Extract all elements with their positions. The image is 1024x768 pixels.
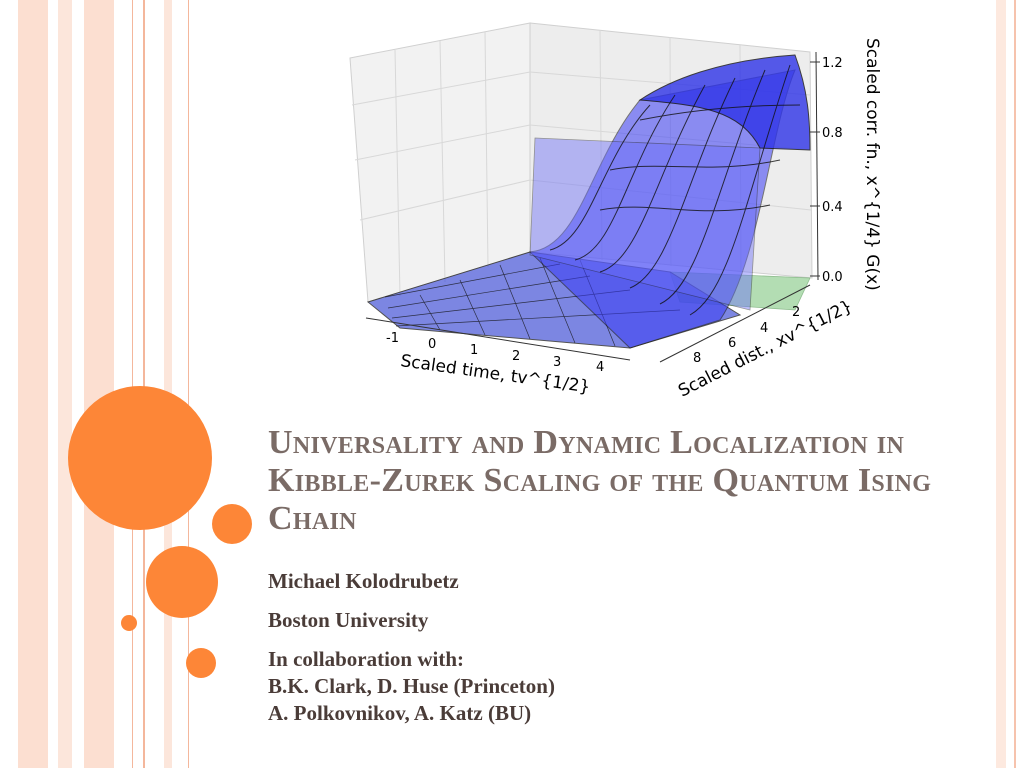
x-axis-label: Scaled time, tv^{1/2} <box>399 351 591 397</box>
z-axis <box>810 51 820 281</box>
collaborators-line-1: B.K. Clark, D. Huse (Princeton) <box>268 674 555 698</box>
small-orange-circle <box>212 504 252 544</box>
x-tick-label: 4 <box>596 360 604 375</box>
x-axis-line <box>365 317 631 361</box>
x-tick-label: 3 <box>553 355 561 370</box>
medium-orange-circle <box>146 546 218 618</box>
z-tick-label: 0.4 <box>822 200 843 215</box>
wall-mesh-lines <box>549 64 801 316</box>
x-tick-label: -1 <box>386 331 399 346</box>
author-affiliation: Boston University <box>268 608 429 632</box>
tiny-orange-circle <box>121 615 137 631</box>
collaborators-line-2: A. Polkovnikov, A. Katz (BU) <box>268 701 532 725</box>
surface-plateau <box>638 54 811 151</box>
x-tick-label: 0 <box>428 337 436 352</box>
large-orange-circle <box>68 386 212 530</box>
y-tick-label: 2 <box>792 305 800 320</box>
author-name: Michael Kolodrubetz <box>268 569 459 593</box>
surface-plot-figure: 1.2 0.8 0.4 0.0 Scaled corr. fn., x^{1/4… <box>349 22 882 401</box>
surface-front-slice <box>529 137 761 311</box>
z-tick-label: 1.2 <box>822 56 843 71</box>
y-tick-label: 8 <box>693 351 701 366</box>
z-tick-label: 0.8 <box>822 126 843 141</box>
z-axis-label: Scaled corr. fn., x^{1/4} G(x) <box>862 38 882 291</box>
y-tick-label: 6 <box>728 336 736 351</box>
x-tick-label: 1 <box>470 343 478 358</box>
slide-body: Michael Kolodrubetz Boston University In… <box>268 568 968 727</box>
slide-title: Universality and Dynamic Localization in… <box>268 424 932 537</box>
x-tick-label: 2 <box>512 349 520 364</box>
y-tick-label: 4 <box>760 321 768 336</box>
left-decorative-stripes <box>0 0 200 768</box>
y-axis-line <box>659 284 811 363</box>
collaboration-heading: In collaboration with: <box>268 647 465 671</box>
small-orange-circle-2 <box>186 648 216 678</box>
collaboration-block: In collaboration with: B.K. Clark, D. Hu… <box>268 646 968 727</box>
z-tick-label: 0.0 <box>822 270 843 285</box>
